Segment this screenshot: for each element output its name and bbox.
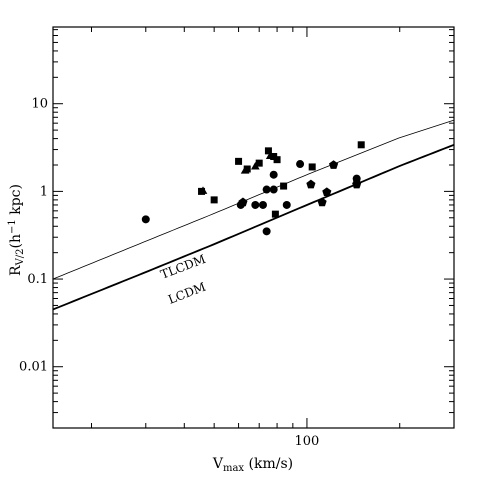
circle-point <box>269 170 278 179</box>
circle-point <box>251 200 260 209</box>
y-tick-label: 0.1 <box>27 272 48 287</box>
square-point <box>280 182 288 190</box>
square-point <box>255 159 263 167</box>
circle-point <box>141 215 150 224</box>
curve-tlcdm <box>52 119 455 280</box>
triangle-point <box>198 186 208 194</box>
circle-point <box>262 227 271 236</box>
square-point <box>357 141 365 149</box>
data-points <box>141 141 365 236</box>
square-point <box>271 210 279 218</box>
circle-point <box>262 185 271 194</box>
y-tick-label: 1 <box>40 184 48 199</box>
triangle-point <box>265 151 275 159</box>
curve-lcdm <box>52 143 455 311</box>
y-tick-label: 0.01 <box>19 360 48 375</box>
square-point <box>235 157 243 165</box>
circle-point <box>258 200 267 209</box>
model-curves <box>52 119 455 311</box>
plot-frame <box>52 26 455 429</box>
pentagon-point <box>352 179 362 189</box>
pentagon-point <box>322 187 332 197</box>
circle-point <box>269 185 278 194</box>
circle-point <box>352 174 361 183</box>
y-axis-label: RV/2(h−1 kpc) <box>7 184 26 276</box>
square-point <box>210 196 218 204</box>
triangle-point <box>250 161 260 170</box>
y-tick-label: 10 <box>31 97 48 112</box>
triangle-point <box>240 166 250 174</box>
circle-point <box>282 200 291 209</box>
square-point <box>308 163 316 171</box>
tick-labels: 100 0.01 0.1 1 10 <box>19 97 319 449</box>
pentagon-point <box>238 197 248 207</box>
x-tick-label: 100 <box>295 434 320 449</box>
circle-point <box>296 160 305 169</box>
square-point <box>243 165 251 173</box>
x-axis-label: Vmax (km/s) <box>212 456 293 474</box>
pentagon-point <box>317 197 327 207</box>
pentagon-point <box>329 160 339 169</box>
pentagon-point <box>306 179 316 189</box>
label-lcdm: LCDM <box>166 280 207 307</box>
square-point <box>273 156 281 164</box>
square-point <box>264 147 272 155</box>
